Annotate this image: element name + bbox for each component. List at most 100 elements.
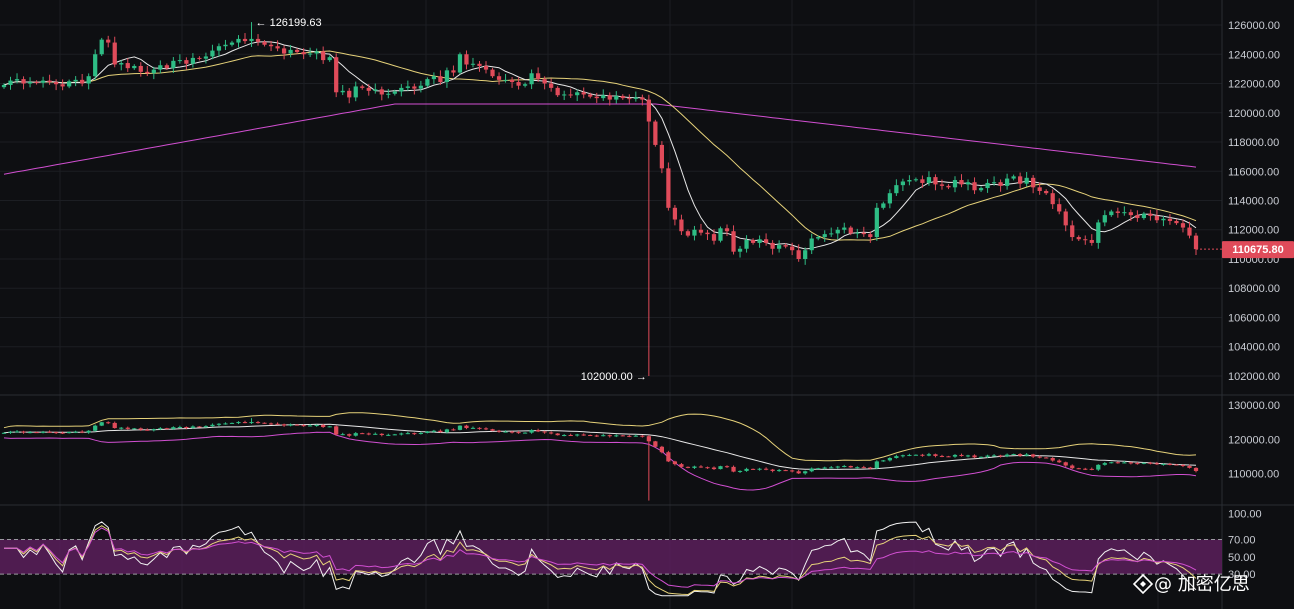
candle-body: [881, 203, 886, 208]
bb-candle-body: [562, 435, 567, 437]
bb-candle-body: [705, 467, 710, 469]
candle-body: [763, 239, 769, 243]
rsi-tick-label: 100.00: [1228, 509, 1262, 521]
bb-candle-body: [483, 428, 489, 430]
candle-body: [1024, 177, 1029, 184]
last-price-tag: 110675.80: [1222, 241, 1294, 259]
candle-body: [1096, 222, 1101, 243]
candle-body: [842, 227, 847, 230]
bb-candle-body: [1161, 463, 1166, 465]
bb-candle-body: [27, 432, 33, 434]
candle-body: [438, 76, 443, 83]
candle-body: [425, 79, 430, 86]
bb-candle-body: [1128, 462, 1133, 464]
bb-candle-body: [724, 466, 730, 468]
low-annotation: 102000.00 →: [581, 371, 647, 383]
bb-candle-body: [386, 434, 391, 436]
candle-body: [86, 76, 91, 84]
rsi-panel[interactable]: [0, 521, 1222, 597]
candle-body: [542, 79, 547, 84]
bb-candle-body: [268, 423, 274, 425]
bb-candle-body: [796, 471, 801, 474]
bb-candle-body: [444, 429, 450, 433]
bb-candle-body: [451, 429, 456, 431]
bb-candle-body: [549, 432, 554, 434]
bb-candle-body: [646, 436, 651, 442]
candle-body: [360, 86, 365, 88]
bb-candle-body: [653, 441, 658, 447]
candle-body: [496, 76, 502, 80]
bb-candle-body: [685, 466, 691, 468]
bb-candle-body: [803, 471, 808, 474]
bb-candle-body: [347, 434, 352, 436]
price-panel[interactable]: [1, 22, 1222, 376]
candle-body: [353, 86, 358, 98]
bb-candle-body: [672, 461, 678, 465]
last-price-label: 110675.80: [1232, 244, 1283, 256]
bb-candle-body: [236, 422, 241, 424]
bb-candle-body: [1102, 463, 1107, 465]
bb-candle-body: [588, 435, 593, 437]
price-tick-label: 108000.00: [1228, 283, 1280, 295]
candle-body: [21, 79, 26, 84]
bb-candle-body: [464, 425, 469, 429]
bb-candle-body: [281, 424, 287, 426]
bb-candle-body: [1024, 454, 1029, 456]
rsi-tick-label: 30.00: [1228, 569, 1256, 581]
bb-candle-body: [887, 458, 892, 461]
bb-candle-body: [790, 470, 795, 472]
candle-body: [373, 89, 378, 91]
bb-candle-body: [1037, 456, 1042, 458]
bb-candle-body: [1050, 458, 1055, 461]
bb-middle-line: [3, 423, 1197, 470]
candle-body: [1018, 176, 1023, 184]
candle-body: [731, 231, 736, 252]
candle-body: [757, 239, 762, 243]
candle-body: [262, 41, 267, 45]
candle-body: [750, 239, 756, 243]
candle-body: [490, 69, 495, 77]
candle-body: [620, 95, 625, 99]
bb-candle-body: [301, 425, 306, 427]
candle-body: [73, 79, 78, 82]
candle-body: [777, 245, 782, 249]
candle-body: [1, 84, 7, 88]
candle-body: [848, 227, 853, 234]
bb-candle-body: [1, 432, 7, 434]
bb-candle-body: [972, 455, 977, 458]
last-price-badge: [1222, 241, 1294, 259]
bb-candle-body: [216, 423, 222, 425]
candle-body: [190, 57, 196, 64]
bb-candle-body: [112, 422, 117, 429]
bb-candle-body: [1135, 463, 1140, 465]
bb-candle-body: [933, 454, 938, 456]
price-tick-label: 106000.00: [1228, 312, 1280, 324]
candle-body: [60, 84, 65, 87]
bb-candle-body: [223, 423, 228, 425]
bb-candle-body: [594, 435, 599, 437]
bb-candle-body: [1154, 463, 1160, 465]
bb-candle-body: [249, 422, 254, 424]
candle-body: [470, 63, 476, 65]
bb-candle-body: [1076, 468, 1081, 470]
bollinger-panel[interactable]: [1, 412, 1199, 501]
candle-body: [744, 239, 749, 249]
binance-logo-icon: [1132, 573, 1154, 595]
candle-body: [920, 179, 925, 183]
candle-body: [1180, 223, 1186, 228]
candle-body: [991, 182, 997, 184]
candle-body: [783, 245, 788, 247]
candle-body: [1063, 211, 1068, 226]
bb-candle-body: [536, 430, 541, 432]
candle-body: [959, 180, 964, 185]
candle-body: [119, 63, 124, 65]
bb-candle-body: [750, 468, 756, 470]
candle-body: [1109, 211, 1114, 216]
price-tick-label: 112000.00: [1228, 225, 1279, 237]
bb-candle-body: [529, 430, 534, 433]
candle-body: [855, 232, 860, 234]
candle-body: [770, 242, 775, 249]
bb-candle-body: [1193, 467, 1199, 472]
